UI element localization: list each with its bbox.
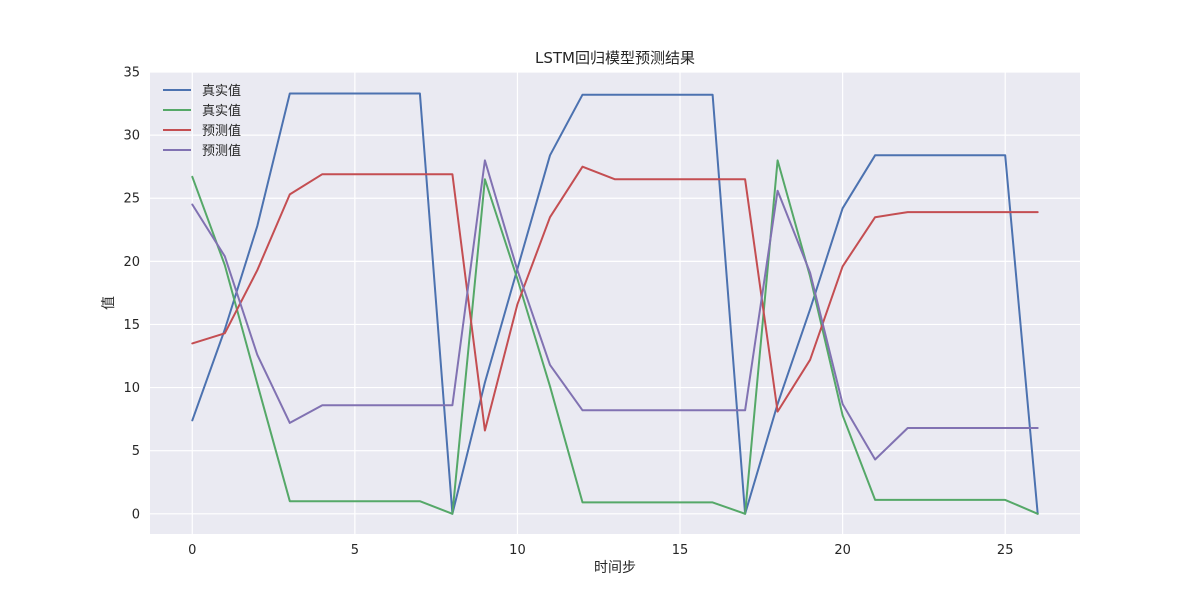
legend-label: 预测值: [202, 143, 241, 159]
chart-title: LSTM回归模型预测结果: [535, 49, 695, 67]
y-tick-label: 0: [132, 507, 140, 522]
x-tick-label: 0: [188, 543, 196, 558]
y-axis-label: 值: [101, 296, 117, 310]
x-tick-label: 5: [351, 543, 359, 558]
legend-label: 真实值: [202, 103, 241, 119]
x-tick-label: 20: [834, 543, 851, 558]
grid: [150, 71, 1080, 534]
axis-ticks: 0 5 10 15 20 25 0 5 10 15 20 25 30 35: [123, 66, 1013, 559]
legend-label: 预测值: [202, 123, 241, 139]
y-tick-label: 15: [123, 318, 140, 333]
x-tick-label: 10: [509, 543, 526, 558]
x-axis-label: 时间步: [594, 560, 636, 576]
series-line-4: [191, 159, 1039, 461]
y-tick-label: 35: [123, 66, 140, 81]
series-lines: [191, 92, 1039, 515]
series-line-3: [191, 165, 1039, 432]
y-tick-label: 25: [123, 192, 140, 207]
y-tick-label: 10: [123, 381, 140, 396]
legend-label: 真实值: [202, 83, 241, 99]
plot-area: [150, 72, 1080, 534]
x-tick-label: 25: [997, 543, 1014, 558]
y-tick-label: 20: [123, 255, 140, 270]
series-line-2: [191, 159, 1039, 515]
y-tick-label: 5: [132, 444, 140, 459]
series-line-1: [191, 92, 1039, 515]
x-tick-label: 15: [672, 543, 689, 558]
y-tick-label: 30: [123, 129, 140, 144]
